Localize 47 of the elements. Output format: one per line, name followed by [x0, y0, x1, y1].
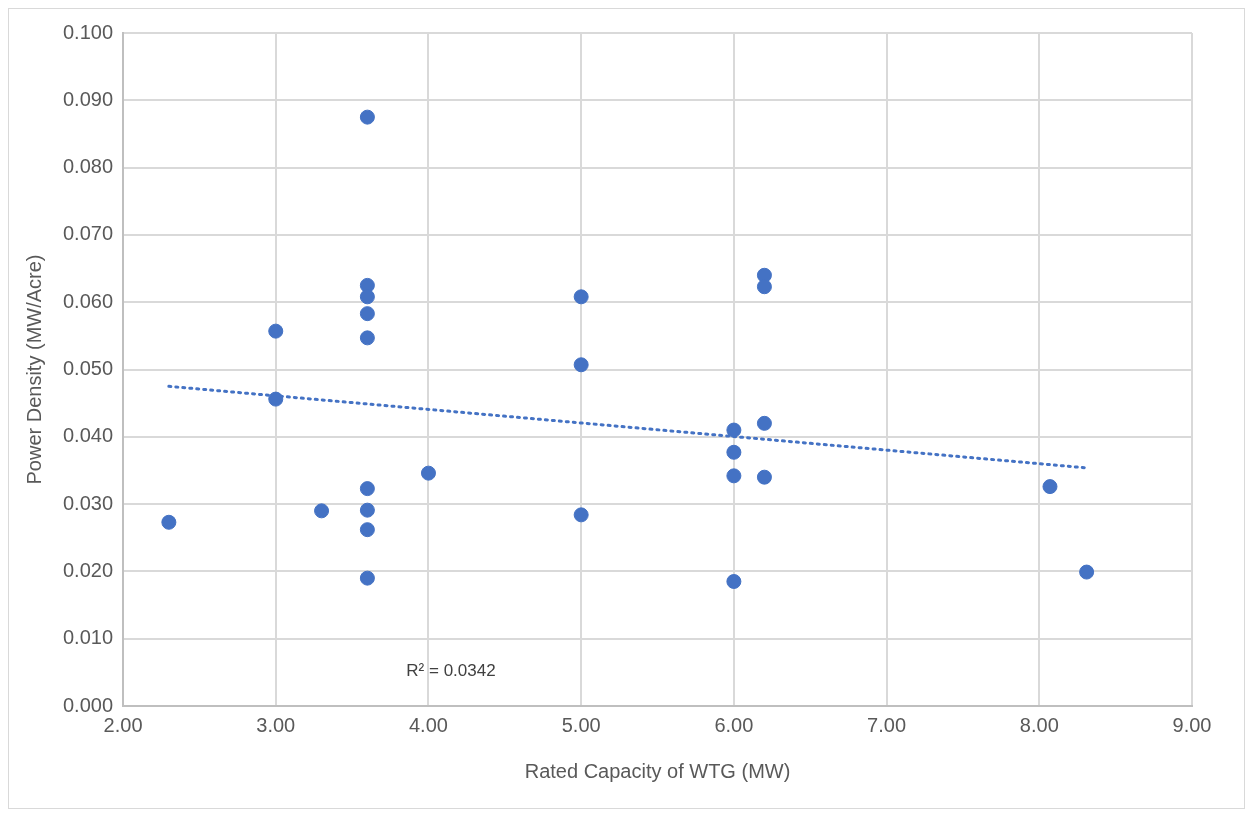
point — [359, 522, 375, 538]
point — [268, 391, 284, 407]
point — [573, 289, 589, 305]
point — [726, 444, 742, 460]
point — [1042, 479, 1058, 495]
point — [268, 323, 284, 339]
y-tick-label: 0.100 — [62, 20, 114, 43]
point — [726, 574, 742, 589]
point — [573, 507, 589, 523]
point — [161, 514, 177, 530]
y-tick-label: 0.030 — [62, 491, 114, 514]
x-tick-label: 9.00 — [1172, 713, 1212, 736]
point — [359, 502, 375, 518]
point — [359, 330, 375, 346]
point — [726, 422, 742, 438]
x-tick-label: 6.00 — [714, 713, 754, 736]
y-tick-label: 0.050 — [62, 357, 114, 380]
x-tick-label: 7.00 — [867, 713, 907, 736]
y-tick-label: 0.040 — [62, 424, 114, 447]
point — [756, 469, 772, 485]
y-tick-label: 0.070 — [62, 222, 114, 245]
y-tick-label: 0.080 — [62, 155, 114, 178]
point — [359, 570, 375, 586]
y-tick-label: 0.000 — [62, 693, 114, 716]
x-axis-title: Rated Capacity of WTG (MW) — [524, 759, 791, 782]
point — [359, 481, 375, 497]
x-tick-label: 2.00 — [103, 713, 143, 736]
y-tick-label: 0.010 — [62, 626, 114, 649]
y-tick-label: 0.090 — [62, 87, 114, 110]
point — [359, 109, 375, 125]
point — [1079, 564, 1095, 580]
x-tick-label: 8.00 — [1019, 713, 1059, 736]
y-tick-label: 0.060 — [62, 289, 114, 312]
y-tick-label: 0.020 — [62, 558, 114, 581]
x-tick-label: 4.00 — [408, 713, 448, 736]
annotation: R² = 0.0342 — [406, 660, 496, 680]
point — [573, 357, 589, 373]
point — [726, 468, 742, 484]
point — [420, 465, 436, 481]
point — [314, 503, 330, 519]
point — [359, 289, 375, 305]
point — [756, 279, 772, 295]
y-axis-title: Power Density (MW/Acre) — [22, 254, 45, 485]
x-tick-label: 5.00 — [561, 713, 601, 736]
x-tick-label: 3.00 — [256, 713, 296, 736]
point — [359, 306, 375, 322]
point — [756, 415, 772, 431]
